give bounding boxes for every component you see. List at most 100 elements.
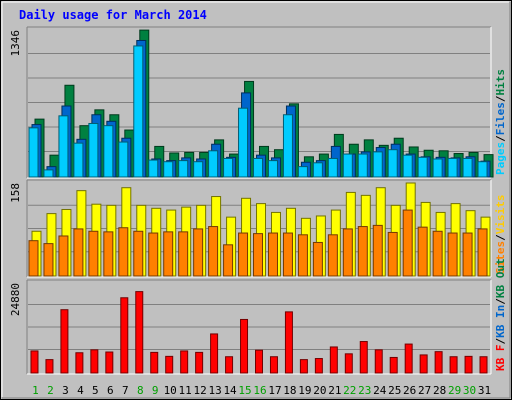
x-axis-label-18: 18 [283, 384, 296, 397]
bar-bottom-kbytes-20 [314, 358, 323, 374]
x-axis-label-25: 25 [388, 384, 401, 397]
legend-entry-hits: Hits [494, 69, 507, 96]
legend-entry-kb-out: KB Out [494, 258, 507, 298]
bar-middle-sites-5 [88, 230, 99, 277]
bar-bottom-kbytes-5 [90, 349, 99, 374]
chart-title: Daily usage for March 2014 [19, 8, 207, 22]
bar-top-pages-4 [73, 142, 84, 178]
bar-middle-sites-13 [208, 226, 219, 277]
bar-middle-sites-30 [462, 232, 473, 277]
x-axis-label-21: 21 [328, 384, 341, 397]
bar-bottom-kbytes-6 [105, 351, 114, 374]
x-axis-label-7: 7 [122, 384, 129, 397]
bar-top-pages-22 [342, 153, 353, 178]
legend-separator: / [494, 234, 507, 241]
legend-entry-kb-f: KB F [494, 345, 507, 372]
x-axis-label-11: 11 [179, 384, 192, 397]
legend-entry-visits: Visits [494, 195, 507, 235]
bar-top-pages-23 [357, 153, 368, 178]
bar-bottom-kbytes-3 [60, 309, 69, 374]
bar-top-pages-6 [103, 125, 114, 178]
bar-middle-sites-26 [402, 209, 413, 277]
bar-top-pages-14 [223, 157, 234, 178]
bar-top-pages-29 [447, 157, 458, 178]
bar-bottom-kbytes-2 [45, 359, 54, 374]
bar-middle-sites-25 [387, 231, 398, 277]
bar-middle-sites-2 [43, 243, 54, 277]
bar-middle-sites-22 [342, 228, 353, 277]
panel-middle: 158 Sites/Visits [9, 179, 507, 278]
bar-middle-sites-4 [73, 228, 84, 277]
legend-entry-pages: Pages [494, 142, 507, 175]
bar-bottom-kbytes-19 [299, 359, 308, 374]
bar-top-pages-24 [372, 151, 383, 178]
bar-bottom-kbytes-16 [255, 349, 263, 374]
x-axis-label-22: 22 [343, 384, 356, 397]
panel-top-ymax-label: 1346 [9, 30, 22, 57]
bar-top-pages-1 [28, 127, 39, 178]
x-axis-label-6: 6 [107, 384, 114, 397]
bar-middle-sites-23 [357, 226, 368, 277]
bar-middle-sites-21 [327, 234, 338, 277]
x-axis-label-20: 20 [313, 384, 326, 397]
x-axis-label-1: 1 [32, 384, 39, 397]
bar-middle-sites-17 [267, 232, 278, 277]
x-axis-label-23: 23 [358, 384, 371, 397]
bar-top-pages-20 [312, 162, 323, 178]
bar-bottom-kbytes-21 [329, 346, 338, 374]
panel-middle-legend: Sites/Visits [494, 195, 507, 275]
bar-top-pages-17 [267, 160, 278, 178]
bar-middle-sites-18 [282, 232, 293, 277]
bar-middle-sites-10 [163, 231, 174, 277]
bar-bottom-kbytes-15 [240, 318, 249, 374]
bar-middle-sites-16 [253, 233, 264, 277]
x-axis-label-31: 31 [478, 384, 491, 397]
bar-middle-sites-12 [193, 228, 204, 277]
bar-middle-sites-31 [477, 228, 488, 277]
bar-bottom-kbytes-27 [419, 354, 428, 374]
legend-entry-sites: Sites [494, 241, 507, 274]
bar-bottom-kbytes-7 [120, 297, 129, 374]
bar-top-pages-26 [402, 154, 413, 178]
bar-middle-sites-14 [223, 244, 234, 277]
bar-bottom-kbytes-28 [434, 351, 443, 374]
x-axis-label-2: 2 [47, 384, 54, 397]
bar-middle-sites-11 [178, 231, 189, 277]
bar-middle-sites-9 [148, 232, 159, 277]
x-axis-label-3: 3 [62, 384, 69, 397]
x-axis-label-14: 14 [223, 384, 237, 397]
x-axis-label-30: 30 [463, 384, 476, 397]
x-axis-label-15: 15 [238, 384, 251, 397]
bar-top-pages-8 [133, 45, 144, 178]
panel-top-legend: Pages/Files/Hits [494, 69, 507, 175]
bar-top-pages-13 [208, 150, 219, 178]
bar-middle-sites-20 [312, 241, 323, 277]
bar-top-pages-28 [432, 158, 443, 178]
bar-top-pages-3 [58, 115, 69, 178]
bar-middle-sites-1 [28, 240, 39, 277]
bar-bottom-kbytes-11 [180, 350, 189, 374]
x-axis-label-26: 26 [403, 384, 416, 397]
x-axis-label-19: 19 [298, 384, 311, 397]
bar-middle-sites-7 [118, 227, 129, 277]
x-axis-label-5: 5 [92, 384, 99, 397]
legend-separator: / [494, 135, 507, 142]
x-axis-label-16: 16 [253, 384, 266, 397]
bar-top-pages-10 [163, 161, 174, 178]
bar-bottom-kbytes-9 [150, 351, 159, 374]
bar-bottom-kbytes-18 [284, 311, 293, 374]
legend-separator: / [494, 338, 507, 345]
bar-middle-sites-28 [432, 230, 443, 277]
bar-bottom-kbytes-29 [449, 356, 458, 374]
bar-bottom-kbytes-8 [135, 291, 144, 374]
bar-top-pages-19 [297, 166, 308, 178]
bar-bottom-kbytes-14 [225, 356, 234, 374]
bar-bottom-kbytes-17 [269, 356, 278, 374]
x-axis-label-29: 29 [448, 384, 461, 397]
panel-bottom-ymax-label: 24880 [9, 283, 22, 316]
legend-separator: / [494, 298, 507, 305]
bar-top-pages-12 [193, 161, 204, 178]
bar-top-pages-9 [148, 159, 159, 178]
bar-top-pages-16 [253, 157, 264, 178]
